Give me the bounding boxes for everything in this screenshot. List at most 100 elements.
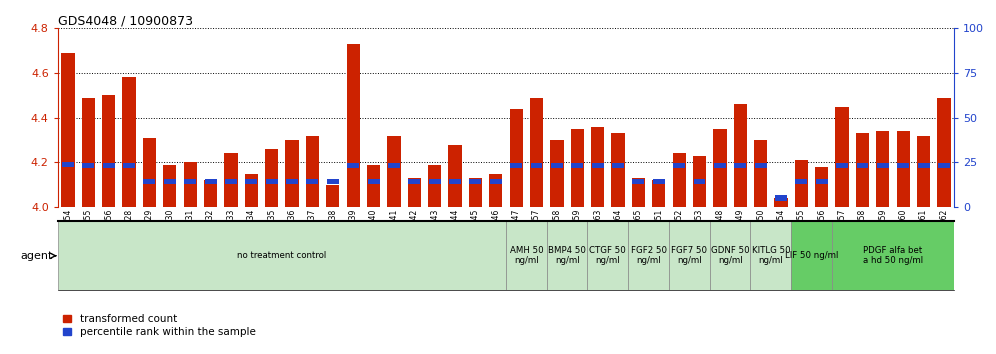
Bar bbox=[856, 133, 870, 207]
Bar bbox=[531, 163, 543, 169]
Bar bbox=[592, 163, 604, 169]
Bar bbox=[183, 162, 197, 207]
Bar bbox=[123, 78, 135, 207]
Bar bbox=[755, 163, 767, 169]
Bar bbox=[368, 179, 379, 184]
Bar bbox=[326, 185, 340, 207]
Bar bbox=[876, 163, 888, 169]
Bar bbox=[815, 167, 829, 207]
Bar bbox=[613, 163, 623, 169]
Bar bbox=[628, 221, 669, 290]
Bar bbox=[387, 136, 400, 207]
Bar bbox=[530, 98, 543, 207]
Bar bbox=[407, 178, 421, 207]
Bar bbox=[428, 165, 441, 207]
Bar bbox=[367, 165, 380, 207]
Bar bbox=[652, 179, 664, 184]
Bar bbox=[937, 98, 950, 207]
Bar bbox=[672, 154, 686, 207]
Bar bbox=[58, 221, 506, 290]
Bar bbox=[754, 140, 767, 207]
Bar bbox=[673, 163, 685, 169]
Bar bbox=[204, 179, 216, 184]
Bar bbox=[142, 138, 156, 207]
Bar bbox=[306, 136, 319, 207]
Bar bbox=[897, 163, 909, 169]
Text: PDGF alfa bet
a hd 50 ng/ml: PDGF alfa bet a hd 50 ng/ml bbox=[863, 246, 923, 266]
Bar bbox=[347, 44, 360, 207]
Bar bbox=[408, 179, 420, 184]
Bar bbox=[469, 178, 482, 207]
Bar bbox=[652, 180, 665, 207]
Bar bbox=[588, 221, 628, 290]
Bar bbox=[82, 98, 95, 207]
Bar bbox=[714, 163, 726, 169]
Text: no treatment control: no treatment control bbox=[237, 251, 327, 260]
Bar bbox=[164, 179, 175, 184]
Text: BMP4 50
ng/ml: BMP4 50 ng/ml bbox=[548, 246, 586, 266]
Bar bbox=[693, 156, 706, 207]
Text: GDS4048 / 10900873: GDS4048 / 10900873 bbox=[58, 14, 193, 27]
Bar bbox=[204, 180, 217, 207]
Bar bbox=[774, 198, 788, 207]
Bar bbox=[62, 53, 75, 207]
Bar bbox=[265, 149, 278, 207]
Bar bbox=[775, 195, 787, 201]
Text: GDNF 50
ng/ml: GDNF 50 ng/ml bbox=[711, 246, 749, 266]
Text: FGF2 50
ng/ml: FGF2 50 ng/ml bbox=[630, 246, 666, 266]
Bar bbox=[449, 179, 461, 184]
Bar bbox=[266, 179, 278, 184]
Bar bbox=[710, 221, 750, 290]
Bar bbox=[632, 179, 644, 184]
Bar bbox=[124, 163, 135, 169]
Bar bbox=[669, 221, 710, 290]
Bar bbox=[62, 162, 74, 167]
Bar bbox=[448, 144, 462, 207]
Bar bbox=[286, 140, 299, 207]
Bar bbox=[734, 104, 747, 207]
Bar bbox=[837, 163, 848, 169]
Bar bbox=[612, 133, 624, 207]
Bar bbox=[791, 221, 832, 290]
Bar bbox=[631, 178, 645, 207]
Text: FGF7 50
ng/ml: FGF7 50 ng/ml bbox=[671, 246, 707, 266]
Bar bbox=[693, 179, 705, 184]
Text: KITLG 50
ng/ml: KITLG 50 ng/ml bbox=[752, 246, 790, 266]
Bar bbox=[510, 163, 522, 169]
Bar bbox=[816, 179, 828, 184]
Bar bbox=[490, 179, 502, 184]
Bar bbox=[286, 179, 298, 184]
Legend: transformed count, percentile rank within the sample: transformed count, percentile rank withi… bbox=[63, 314, 256, 337]
Bar bbox=[713, 129, 726, 207]
Bar bbox=[469, 179, 481, 184]
Bar bbox=[224, 154, 238, 207]
Text: agent: agent bbox=[20, 251, 53, 261]
Bar bbox=[388, 163, 399, 169]
Bar bbox=[103, 163, 115, 169]
Bar bbox=[917, 163, 929, 169]
Bar bbox=[896, 131, 910, 207]
Bar bbox=[245, 173, 258, 207]
Bar bbox=[307, 179, 319, 184]
Bar bbox=[734, 163, 746, 169]
Bar bbox=[572, 163, 584, 169]
Bar bbox=[750, 221, 791, 290]
Bar bbox=[225, 179, 237, 184]
Bar bbox=[428, 179, 440, 184]
Bar bbox=[550, 140, 564, 207]
Bar bbox=[83, 163, 95, 169]
Bar bbox=[547, 221, 588, 290]
Bar bbox=[510, 109, 523, 207]
Bar bbox=[938, 163, 950, 169]
Bar bbox=[876, 131, 889, 207]
Bar bbox=[832, 221, 954, 290]
Text: AMH 50
ng/ml: AMH 50 ng/ml bbox=[510, 246, 543, 266]
Bar bbox=[102, 95, 116, 207]
Bar bbox=[551, 163, 563, 169]
Bar bbox=[796, 179, 808, 184]
Bar bbox=[795, 160, 808, 207]
Bar bbox=[571, 129, 584, 207]
Text: LIF 50 ng/ml: LIF 50 ng/ml bbox=[785, 251, 839, 260]
Bar bbox=[184, 179, 196, 184]
Bar bbox=[917, 136, 930, 207]
